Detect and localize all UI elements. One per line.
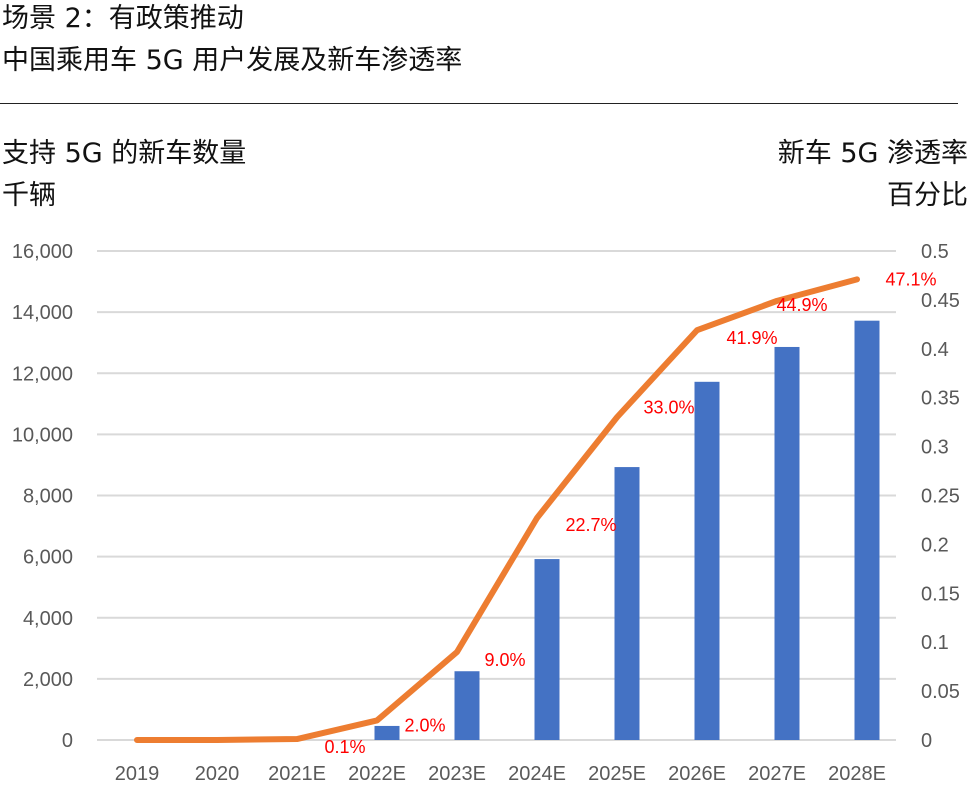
data-label: 0.1% [324,737,365,757]
bar-series [374,320,880,740]
x-tick-label: 2020 [195,763,240,785]
x-tick-label: 2026E [668,763,726,785]
bar [854,320,880,740]
title-divider [0,103,958,104]
left-tick-label: 4,000 [23,608,73,630]
bar [614,467,640,740]
right-axis-unit: 百分比 [887,180,968,211]
data-label: 44.9% [776,295,827,315]
right-tick-label: 0.35 [921,388,960,410]
left-tick-label: 12,000 [12,363,73,385]
left-tick-label: 14,000 [12,302,73,324]
data-label: 41.9% [726,328,777,348]
x-tick-label: 2027E [748,763,806,785]
right-tick-label: 0.15 [921,583,960,605]
right-tick-label: 0.1 [921,632,949,654]
data-labels: 0.1% 2.0% 9.0% 22.7% 33.0% 41.9% 44.9% 47.1% [324,269,936,757]
right-tick-label: 0.4 [921,339,949,361]
left-axis-title: 支持 5G 的新车数量 [2,138,247,169]
x-tick-label: 2028E [828,763,886,785]
right-tick-label: 0 [921,730,932,752]
left-tick-label: 6,000 [23,547,73,569]
left-axis-ticks: 0 2,000 4,000 6,000 8,000 10,000 12,000 14,000 1… [12,241,73,752]
right-tick-label: 0.45 [921,290,960,312]
chart-supertitle: 场景 2：有政策推动 [2,3,244,34]
x-tick-label: 2022E [348,763,406,785]
right-tick-label: 0.25 [921,486,960,508]
left-axis-unit: 千辆 [2,180,56,211]
right-axis-ticks: 0 0.05 0.1 0.15 0.2 0.25 0.3 0.35 0.4 0.45 0.5 [921,241,960,752]
x-tick-label: 2024E [508,763,566,785]
x-axis-ticks: 2019 2020 2021E 2022E 2023E 2024E 2025E 2026E 20… [115,763,886,785]
left-tick-label: 2,000 [23,669,73,691]
bar [374,725,400,740]
bar [694,381,720,740]
data-label: 9.0% [484,650,525,670]
x-tick-label: 2023E [428,763,486,785]
data-label: 22.7% [565,515,616,535]
right-axis-title: 新车 5G 渗透率 [777,138,968,169]
left-tick-label: 0 [62,730,73,752]
penetration-rate-line [134,276,860,743]
x-tick-label: 2019 [115,763,160,785]
gridlines [97,250,896,741]
bar [534,559,560,740]
data-label: 47.1% [885,269,936,289]
left-tick-label: 10,000 [12,424,73,446]
data-label: 2.0% [404,715,445,735]
x-tick-label: 2021E [268,763,326,785]
chart-title: 中国乘用车 5G 用户发展及新车渗透率 [2,45,463,76]
left-tick-label: 8,000 [23,486,73,508]
right-tick-label: 0.2 [921,534,949,556]
bar [774,346,800,740]
bar [454,671,480,740]
x-tick-label: 2025E [588,763,646,785]
right-tick-label: 0.05 [921,681,960,703]
left-tick-label: 16,000 [12,241,73,263]
line-series [134,276,860,743]
data-label: 33.0% [643,397,694,417]
right-tick-label: 0.3 [921,437,949,459]
right-tick-label: 0.5 [921,241,949,263]
